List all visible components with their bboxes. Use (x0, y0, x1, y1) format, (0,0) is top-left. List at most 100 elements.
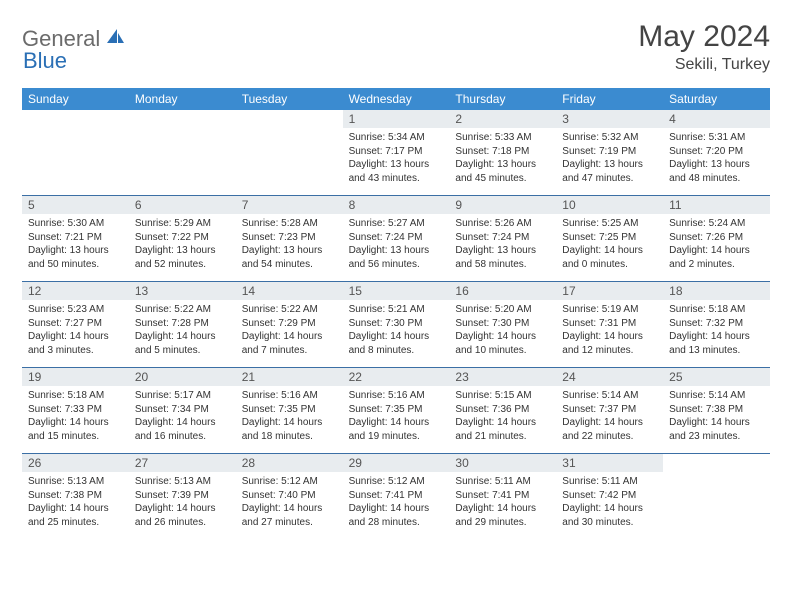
day-body: Sunrise: 5:32 AMSunset: 7:19 PMDaylight:… (556, 128, 663, 189)
day-cell: 18Sunrise: 5:18 AMSunset: 7:32 PMDayligh… (663, 282, 770, 368)
day-day1: Daylight: 14 hours (455, 502, 550, 516)
day-day1: Daylight: 13 hours (455, 158, 550, 172)
day-number: 8 (343, 196, 450, 214)
day-sunset: Sunset: 7:24 PM (349, 231, 444, 245)
day-number: 17 (556, 282, 663, 300)
day-sunset: Sunset: 7:23 PM (242, 231, 337, 245)
day-cell: 14Sunrise: 5:22 AMSunset: 7:29 PMDayligh… (236, 282, 343, 368)
day-body: Sunrise: 5:11 AMSunset: 7:41 PMDaylight:… (449, 472, 556, 533)
logo-blue-wrap: Blue (22, 48, 67, 74)
day-number: 5 (22, 196, 129, 214)
day-day1: Daylight: 13 hours (669, 158, 764, 172)
day-sunrise: Sunrise: 5:27 AM (349, 217, 444, 231)
day-day1: Daylight: 13 hours (455, 244, 550, 258)
day-sunset: Sunset: 7:30 PM (349, 317, 444, 331)
day-cell (22, 110, 129, 196)
day-body: Sunrise: 5:23 AMSunset: 7:27 PMDaylight:… (22, 300, 129, 361)
weekday-tue: Tuesday (236, 88, 343, 110)
day-body: Sunrise: 5:18 AMSunset: 7:33 PMDaylight:… (22, 386, 129, 447)
day-cell: 12Sunrise: 5:23 AMSunset: 7:27 PMDayligh… (22, 282, 129, 368)
day-body: Sunrise: 5:13 AMSunset: 7:38 PMDaylight:… (22, 472, 129, 533)
day-body: Sunrise: 5:33 AMSunset: 7:18 PMDaylight:… (449, 128, 556, 189)
day-cell: 8Sunrise: 5:27 AMSunset: 7:24 PMDaylight… (343, 196, 450, 282)
day-sunrise: Sunrise: 5:24 AM (669, 217, 764, 231)
day-cell: 26Sunrise: 5:13 AMSunset: 7:38 PMDayligh… (22, 454, 129, 540)
day-sunset: Sunset: 7:25 PM (562, 231, 657, 245)
day-number: 21 (236, 368, 343, 386)
day-day1: Daylight: 14 hours (669, 244, 764, 258)
day-cell (129, 110, 236, 196)
day-sunset: Sunset: 7:21 PM (28, 231, 123, 245)
day-sunset: Sunset: 7:41 PM (349, 489, 444, 503)
day-body: Sunrise: 5:25 AMSunset: 7:25 PMDaylight:… (556, 214, 663, 275)
day-body: Sunrise: 5:27 AMSunset: 7:24 PMDaylight:… (343, 214, 450, 275)
day-day2: and 43 minutes. (349, 172, 444, 186)
day-cell: 10Sunrise: 5:25 AMSunset: 7:25 PMDayligh… (556, 196, 663, 282)
day-day1: Daylight: 14 hours (455, 416, 550, 430)
day-sunset: Sunset: 7:35 PM (242, 403, 337, 417)
day-body: Sunrise: 5:14 AMSunset: 7:37 PMDaylight:… (556, 386, 663, 447)
day-day2: and 5 minutes. (135, 344, 230, 358)
day-cell: 3Sunrise: 5:32 AMSunset: 7:19 PMDaylight… (556, 110, 663, 196)
day-sunset: Sunset: 7:33 PM (28, 403, 123, 417)
day-cell: 30Sunrise: 5:11 AMSunset: 7:41 PMDayligh… (449, 454, 556, 540)
day-sunrise: Sunrise: 5:22 AM (135, 303, 230, 317)
day-sunrise: Sunrise: 5:25 AM (562, 217, 657, 231)
day-cell: 9Sunrise: 5:26 AMSunset: 7:24 PMDaylight… (449, 196, 556, 282)
logo-blue: Blue (23, 48, 67, 73)
week-row: 1Sunrise: 5:34 AMSunset: 7:17 PMDaylight… (22, 110, 770, 196)
day-cell: 20Sunrise: 5:17 AMSunset: 7:34 PMDayligh… (129, 368, 236, 454)
month-title: May 2024 (638, 20, 770, 54)
weekday-wed: Wednesday (343, 88, 450, 110)
day-day1: Daylight: 14 hours (28, 502, 123, 516)
day-sunrise: Sunrise: 5:21 AM (349, 303, 444, 317)
day-number: 23 (449, 368, 556, 386)
day-sunrise: Sunrise: 5:12 AM (349, 475, 444, 489)
day-number: 15 (343, 282, 450, 300)
day-day2: and 18 minutes. (242, 430, 337, 444)
weekday-fri: Friday (556, 88, 663, 110)
day-body: Sunrise: 5:12 AMSunset: 7:40 PMDaylight:… (236, 472, 343, 533)
day-sunrise: Sunrise: 5:16 AM (242, 389, 337, 403)
day-day2: and 50 minutes. (28, 258, 123, 272)
weeks-container: 1Sunrise: 5:34 AMSunset: 7:17 PMDaylight… (22, 110, 770, 540)
day-number: 3 (556, 110, 663, 128)
day-day1: Daylight: 14 hours (562, 502, 657, 516)
weekday-sat: Saturday (663, 88, 770, 110)
day-number: 12 (22, 282, 129, 300)
day-number: 22 (343, 368, 450, 386)
day-day1: Daylight: 14 hours (349, 330, 444, 344)
day-cell: 16Sunrise: 5:20 AMSunset: 7:30 PMDayligh… (449, 282, 556, 368)
day-number: 26 (22, 454, 129, 472)
day-body: Sunrise: 5:24 AMSunset: 7:26 PMDaylight:… (663, 214, 770, 275)
day-cell: 27Sunrise: 5:13 AMSunset: 7:39 PMDayligh… (129, 454, 236, 540)
day-sunset: Sunset: 7:31 PM (562, 317, 657, 331)
day-sunrise: Sunrise: 5:11 AM (562, 475, 657, 489)
day-sunset: Sunset: 7:26 PM (669, 231, 764, 245)
day-body: Sunrise: 5:21 AMSunset: 7:30 PMDaylight:… (343, 300, 450, 361)
day-sunset: Sunset: 7:34 PM (135, 403, 230, 417)
day-sunrise: Sunrise: 5:16 AM (349, 389, 444, 403)
day-day2: and 52 minutes. (135, 258, 230, 272)
day-body: Sunrise: 5:13 AMSunset: 7:39 PMDaylight:… (129, 472, 236, 533)
day-day1: Daylight: 13 hours (349, 158, 444, 172)
day-number: 29 (343, 454, 450, 472)
day-day2: and 54 minutes. (242, 258, 337, 272)
day-number: 20 (129, 368, 236, 386)
day-cell: 11Sunrise: 5:24 AMSunset: 7:26 PMDayligh… (663, 196, 770, 282)
day-day2: and 30 minutes. (562, 516, 657, 530)
day-day2: and 10 minutes. (455, 344, 550, 358)
day-sunset: Sunset: 7:29 PM (242, 317, 337, 331)
day-sunrise: Sunrise: 5:18 AM (669, 303, 764, 317)
day-cell: 24Sunrise: 5:14 AMSunset: 7:37 PMDayligh… (556, 368, 663, 454)
day-day1: Daylight: 13 hours (135, 244, 230, 258)
day-day2: and 22 minutes. (562, 430, 657, 444)
day-cell: 29Sunrise: 5:12 AMSunset: 7:41 PMDayligh… (343, 454, 450, 540)
day-body: Sunrise: 5:29 AMSunset: 7:22 PMDaylight:… (129, 214, 236, 275)
day-sunrise: Sunrise: 5:14 AM (669, 389, 764, 403)
day-cell: 28Sunrise: 5:12 AMSunset: 7:40 PMDayligh… (236, 454, 343, 540)
day-day2: and 0 minutes. (562, 258, 657, 272)
day-number: 25 (663, 368, 770, 386)
day-sunrise: Sunrise: 5:34 AM (349, 131, 444, 145)
day-cell: 6Sunrise: 5:29 AMSunset: 7:22 PMDaylight… (129, 196, 236, 282)
